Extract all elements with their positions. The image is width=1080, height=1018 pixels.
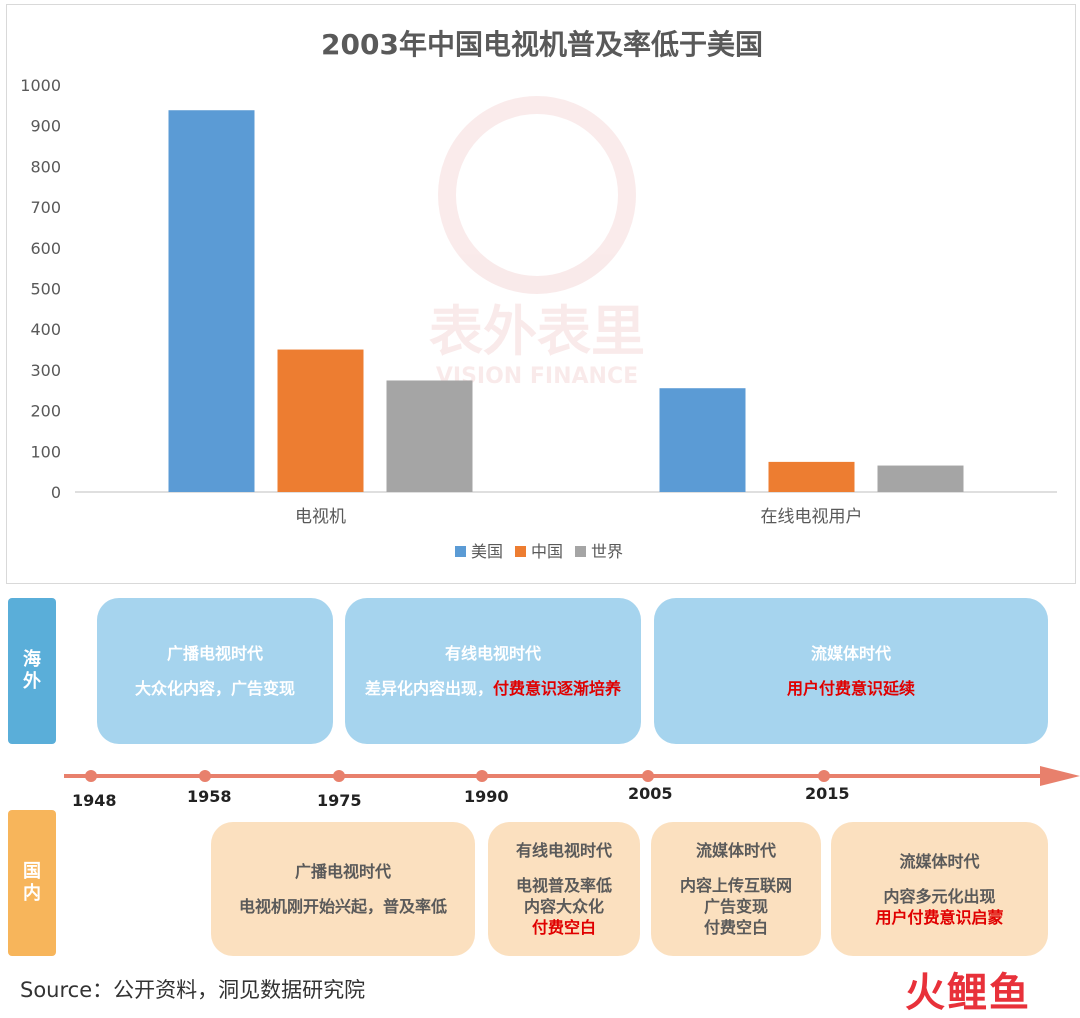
y-tick-label: 600 (30, 239, 61, 258)
era-title: 广播电视时代 (294, 862, 391, 881)
overseas-era-streaming: 流媒体时代 用户付费意识延续 (654, 598, 1048, 744)
timeline-arrow (1040, 766, 1080, 786)
chart-panel: 表外表里 VISION FINANCE 0 100 200 300 400 500 600 7… (6, 4, 1076, 584)
y-tick-label: 400 (30, 320, 61, 339)
era-desc: 差异化内容出现， (364, 679, 493, 698)
bar-chart: 表外表里 VISION FINANCE 0 100 200 300 400 500 600 7… (20, 76, 1057, 561)
y-tick-label: 0 (51, 483, 61, 502)
era-title: 流媒体时代 (695, 841, 776, 860)
year-label: 1975 (317, 791, 362, 810)
bar-世界-电视机 (386, 380, 473, 492)
y-tick-label: 800 (30, 157, 61, 176)
bar-中国-在线电视用户 (768, 461, 855, 492)
y-tick-label: 500 (30, 280, 61, 299)
chart-title: 2003年中国电视机普及率低于美国 (321, 28, 763, 61)
era-highlight: 用户付费意识启蒙 (875, 907, 1004, 927)
domestic-era-streaming-2: 流媒体时代 内容多元化出现 用户付费意识启蒙 (831, 822, 1048, 956)
timeline-dot (199, 770, 211, 782)
era-desc: 内容多元化出现 (883, 886, 996, 906)
timeline-dot (333, 770, 345, 782)
y-tick-label: 700 (30, 198, 61, 217)
x-category-label: 在线电视用户 (761, 507, 863, 527)
x-category-label: 电视机 (295, 507, 346, 527)
bar-美国-电视机 (168, 110, 255, 492)
era-desc: 大众化内容，广告变现 (134, 679, 295, 698)
era-desc: 电视普及率低 (515, 876, 612, 895)
bar-中国-电视机 (277, 349, 364, 492)
brand-logo: 火鲤鱼 (905, 970, 1031, 1016)
era-desc: 付费空白 (703, 918, 768, 937)
era-desc: 内容上传互联网 (679, 876, 792, 895)
legend-swatch (455, 546, 466, 557)
timeline-dot (85, 770, 97, 782)
year-label: 1958 (187, 787, 232, 806)
era-title: 有线电视时代 (444, 644, 541, 663)
timeline-dot (476, 770, 488, 782)
era-highlight: 付费意识逐渐培养 (493, 679, 622, 698)
y-tick-label: 100 (30, 442, 61, 461)
watermark-text: 表外表里 (429, 300, 645, 363)
domestic-label: 国内 (8, 810, 56, 956)
year-label: 2015 (805, 784, 850, 803)
era-title: 广播电视时代 (166, 644, 263, 663)
overseas-era-broadcast: 广播电视时代 大众化内容，广告变现 (97, 598, 333, 744)
y-tick-label: 900 (30, 117, 61, 136)
era-desc: 电视机刚开始兴起，普及率低 (238, 897, 447, 916)
y-tick-label: 300 (30, 361, 61, 380)
domestic-era-cable: 有线电视时代 电视普及率低 内容大众化 付费空白 (488, 822, 640, 956)
legend-swatch (515, 546, 526, 557)
overseas-era-cable: 有线电视时代 差异化内容出现，付费意识逐渐培养 (345, 598, 641, 744)
legend-label: 中国 (531, 542, 563, 561)
domestic-era-broadcast: 广播电视时代 电视机刚开始兴起，普及率低 (211, 822, 475, 956)
source-note: Source：公开资料，洞见数据研究院 (20, 978, 366, 1002)
legend-swatch (575, 546, 586, 557)
timeline-dot (818, 770, 830, 782)
domestic-era-streaming-1: 流媒体时代 内容上传互联网 广告变现 付费空白 (651, 822, 821, 956)
year-label: 2005 (628, 784, 673, 803)
year-label: 1948 (72, 791, 117, 810)
era-highlight: 付费空白 (531, 918, 596, 937)
y-tick-label: 1000 (20, 76, 61, 95)
bar-美国-在线电视用户 (659, 388, 746, 492)
era-title: 流媒体时代 (810, 644, 891, 663)
y-tick-label: 200 (30, 402, 61, 421)
bar-世界-在线电视用户 (877, 465, 964, 492)
legend-label: 美国 (471, 542, 503, 561)
era-desc: 内容大众化 (523, 897, 604, 916)
year-label: 1990 (464, 787, 509, 806)
watermark: 表外表里 VISION FINANCE (429, 96, 645, 389)
era-desc: 广告变现 (703, 897, 768, 916)
era-title: 有线电视时代 (515, 841, 612, 860)
era-highlight: 用户付费意识延续 (786, 679, 915, 698)
era-title: 流媒体时代 (899, 851, 980, 871)
timeline-axis (64, 766, 1080, 786)
timeline-dot (642, 770, 654, 782)
legend-label: 世界 (591, 542, 623, 561)
overseas-label: 海外 (8, 598, 56, 744)
